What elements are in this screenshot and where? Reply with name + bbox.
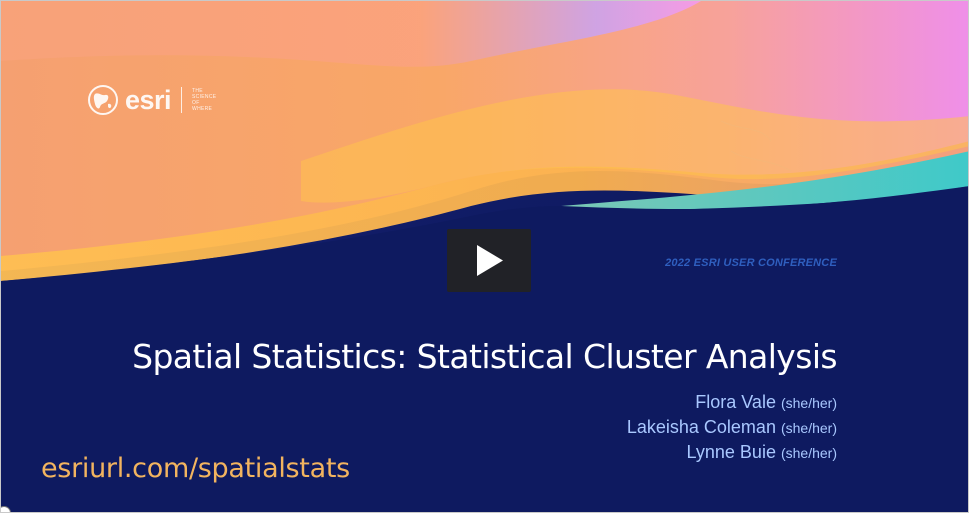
presenter-pronouns: (she/her) bbox=[780, 420, 837, 436]
play-icon bbox=[477, 245, 503, 276]
esri-wordmark: esri bbox=[125, 84, 172, 115]
logo-divider bbox=[181, 87, 183, 113]
presenter-list: Flora Vale (she/her) Lakeisha Coleman (s… bbox=[627, 390, 837, 465]
conference-label: 2022 ESRI USER CONFERENCE bbox=[665, 257, 837, 269]
tagline-line: THE bbox=[192, 88, 203, 94]
presenter-item: Flora Vale (she/her) bbox=[627, 390, 837, 415]
presenter-name: Lakeisha Coleman bbox=[626, 417, 776, 437]
presenter-name: Flora Vale bbox=[695, 392, 776, 412]
globe-icon bbox=[88, 85, 118, 115]
presenter-name: Lynne Buie bbox=[686, 442, 776, 462]
presenter-pronouns: (she/her) bbox=[780, 445, 837, 461]
slide-title: Spatial Statistics: Statistical Cluster … bbox=[132, 337, 837, 376]
presenter-item: Lakeisha Coleman (she/her) bbox=[627, 415, 837, 440]
tagline-line: OF bbox=[192, 100, 200, 106]
play-button[interactable] bbox=[447, 229, 531, 292]
esri-tagline: THE SCIENCE OF WHERE bbox=[192, 88, 216, 112]
tagline-line: WHERE bbox=[192, 106, 213, 112]
esri-logo: esri THE SCIENCE OF WHERE bbox=[87, 83, 216, 117]
presenter-item: Lynne Buie (she/her) bbox=[627, 440, 837, 465]
slide-url: esriurl.com/spatialstats bbox=[41, 453, 350, 484]
tagline-line: SCIENCE bbox=[192, 94, 217, 100]
presenter-pronouns: (she/her) bbox=[780, 395, 837, 411]
